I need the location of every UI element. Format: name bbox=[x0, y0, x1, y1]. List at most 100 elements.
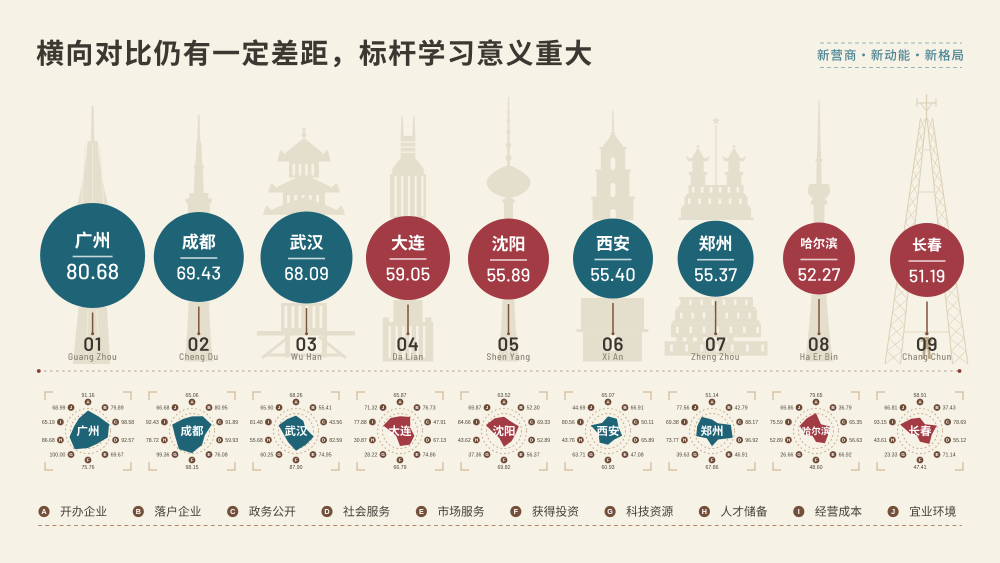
svg-text:D: D bbox=[426, 438, 430, 443]
svg-text:E: E bbox=[727, 452, 730, 457]
svg-text:66.68: 66.68 bbox=[156, 406, 169, 412]
svg-text:A: A bbox=[502, 400, 506, 405]
svg-text:B: B bbox=[935, 405, 939, 410]
svg-text:69.38: 69.38 bbox=[666, 420, 679, 426]
svg-text:F: F bbox=[87, 458, 90, 463]
svg-text:C: C bbox=[114, 420, 118, 425]
svg-text:91.16: 91.16 bbox=[82, 393, 95, 399]
svg-text:I: I bbox=[164, 420, 165, 425]
svg-text:E: E bbox=[103, 452, 106, 457]
svg-text:26.66: 26.66 bbox=[780, 453, 793, 459]
svg-text:B: B bbox=[831, 405, 835, 410]
svg-text:74.86: 74.86 bbox=[423, 453, 436, 459]
svg-text:I: I bbox=[892, 420, 893, 425]
svg-text:I: I bbox=[476, 420, 477, 425]
svg-text:H: H bbox=[891, 438, 895, 443]
svg-text:71.14: 71.14 bbox=[943, 453, 956, 459]
svg-text:G: G bbox=[589, 452, 593, 457]
svg-text:65.07: 65.07 bbox=[602, 393, 615, 399]
svg-text:43.61: 43.61 bbox=[874, 438, 887, 444]
svg-text:75.59: 75.59 bbox=[770, 420, 783, 426]
svg-text:F: F bbox=[399, 458, 402, 463]
svg-text:A: A bbox=[86, 400, 90, 405]
svg-text:65.89: 65.89 bbox=[641, 438, 654, 444]
svg-text:93.15: 93.15 bbox=[874, 420, 887, 426]
svg-text:78.69: 78.69 bbox=[953, 420, 966, 426]
svg-text:D: D bbox=[946, 438, 950, 443]
svg-text:77.56: 77.56 bbox=[676, 406, 689, 412]
svg-text:B: B bbox=[207, 405, 211, 410]
svg-text:81.48: 81.48 bbox=[250, 420, 263, 426]
svg-text:C: C bbox=[530, 420, 534, 425]
svg-text:D: D bbox=[842, 438, 846, 443]
svg-text:69.86: 69.86 bbox=[780, 406, 793, 412]
svg-text:60.93: 60.93 bbox=[602, 465, 615, 471]
svg-text:H: H bbox=[683, 438, 687, 443]
svg-text:37.36: 37.36 bbox=[468, 453, 481, 459]
svg-text:D: D bbox=[322, 438, 326, 443]
svg-text:I: I bbox=[60, 420, 61, 425]
svg-text:63.52: 63.52 bbox=[498, 393, 511, 399]
svg-text:86.68: 86.68 bbox=[42, 438, 55, 444]
svg-text:82.59: 82.59 bbox=[329, 438, 342, 444]
svg-text:65.35: 65.35 bbox=[849, 420, 862, 426]
svg-text:C: C bbox=[218, 420, 222, 425]
svg-text:J: J bbox=[70, 405, 73, 410]
svg-text:30.87: 30.87 bbox=[354, 438, 367, 444]
svg-text:B: B bbox=[727, 405, 731, 410]
svg-text:69.33: 69.33 bbox=[537, 420, 550, 426]
svg-text:E: E bbox=[207, 452, 210, 457]
svg-text:H: H bbox=[787, 438, 791, 443]
svg-text:B: B bbox=[623, 405, 627, 410]
svg-text:47.08: 47.08 bbox=[631, 453, 644, 459]
svg-text:F: F bbox=[607, 458, 610, 463]
svg-text:I: I bbox=[580, 420, 581, 425]
svg-text:43.76: 43.76 bbox=[562, 438, 575, 444]
svg-text:69.82: 69.82 bbox=[498, 465, 511, 471]
svg-text:55.12: 55.12 bbox=[953, 438, 966, 444]
svg-text:D: D bbox=[324, 507, 329, 516]
svg-text:52.89: 52.89 bbox=[537, 438, 550, 444]
svg-text:59.93: 59.93 bbox=[225, 438, 238, 444]
svg-text:39.63: 39.63 bbox=[676, 453, 689, 459]
svg-text:B: B bbox=[103, 405, 107, 410]
svg-text:C: C bbox=[230, 507, 235, 516]
svg-text:88.17: 88.17 bbox=[745, 420, 758, 426]
svg-text:J: J bbox=[798, 405, 801, 410]
svg-text:E: E bbox=[519, 452, 522, 457]
svg-text:H: H bbox=[702, 507, 707, 516]
svg-text:66.81: 66.81 bbox=[884, 406, 897, 412]
svg-text:J: J bbox=[694, 405, 697, 410]
svg-text:B: B bbox=[311, 405, 315, 410]
svg-text:B: B bbox=[415, 405, 419, 410]
svg-text:B: B bbox=[519, 405, 523, 410]
svg-text:F: F bbox=[711, 458, 714, 463]
svg-text:76.73: 76.73 bbox=[423, 406, 436, 412]
svg-text:67.86: 67.86 bbox=[706, 465, 719, 471]
svg-text:65.87: 65.87 bbox=[394, 393, 407, 399]
svg-text:C: C bbox=[946, 420, 950, 425]
svg-text:92.57: 92.57 bbox=[121, 438, 134, 444]
svg-text:D: D bbox=[634, 438, 638, 443]
svg-text:69.67: 69.67 bbox=[111, 453, 124, 459]
svg-text:E: E bbox=[311, 452, 314, 457]
svg-text:H: H bbox=[475, 438, 479, 443]
svg-text:F: F bbox=[919, 458, 922, 463]
svg-text:I: I bbox=[372, 420, 373, 425]
svg-text:42.79: 42.79 bbox=[735, 406, 748, 412]
svg-text:67.13: 67.13 bbox=[433, 438, 446, 444]
svg-text:I: I bbox=[684, 420, 685, 425]
svg-text:J: J bbox=[891, 507, 895, 516]
svg-text:E: E bbox=[419, 507, 424, 516]
svg-text:A: A bbox=[41, 507, 46, 516]
svg-text:C: C bbox=[738, 420, 742, 425]
svg-text:C: C bbox=[322, 420, 326, 425]
svg-text:A: A bbox=[190, 400, 194, 405]
svg-text:B: B bbox=[136, 507, 141, 516]
svg-text:H: H bbox=[163, 438, 167, 443]
svg-text:J: J bbox=[278, 405, 281, 410]
svg-text:55.68: 55.68 bbox=[250, 438, 263, 444]
svg-text:H: H bbox=[579, 438, 583, 443]
svg-text:44.69: 44.69 bbox=[572, 406, 585, 412]
svg-text:J: J bbox=[902, 405, 905, 410]
